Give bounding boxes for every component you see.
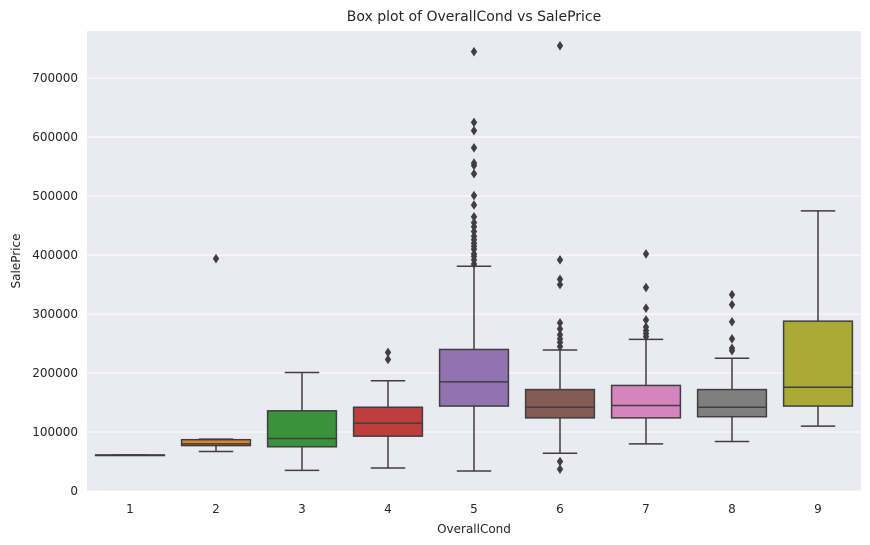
box-3 <box>266 371 338 472</box>
outlier-point <box>642 282 650 293</box>
box-iqr <box>696 388 768 418</box>
y-tick-label: 700000 <box>32 71 78 85</box>
box-1 <box>94 454 166 457</box>
outlier-point <box>728 289 736 300</box>
box-iqr <box>266 410 338 448</box>
outlier-point <box>642 315 650 325</box>
x-tick-label: 6 <box>556 502 564 516</box>
box-iqr <box>438 348 510 407</box>
x-axis-ticks: 1 2 3 4 5 6 7 8 9 <box>126 502 822 516</box>
outlier-point <box>728 343 736 354</box>
box-9 <box>782 210 854 427</box>
x-tick-label: 7 <box>642 502 650 516</box>
outlier-point <box>556 40 564 51</box>
box-iqr <box>610 384 682 419</box>
outlier-point <box>470 46 478 57</box>
chart-title: Box plot of OverallCond vs SalePrice <box>347 9 601 25</box>
outlier-point <box>384 347 392 358</box>
outlier-point <box>728 316 736 327</box>
y-tick-label: 200000 <box>32 366 78 380</box>
y-tick-label: 0 <box>70 484 78 498</box>
boxes-group <box>94 40 854 474</box>
y-axis-ticks: 0 100000 200000 300000 400000 500000 600000 700… <box>32 71 78 498</box>
y-axis-label: SalePrice <box>9 234 23 289</box>
box-iqr <box>180 438 252 447</box>
y-tick-label: 100000 <box>32 425 78 439</box>
x-tick-label: 8 <box>728 502 736 516</box>
outlier-point <box>470 168 478 179</box>
y-tick-label: 500000 <box>32 189 78 203</box>
outlier-point <box>728 299 736 310</box>
box-iqr <box>524 388 596 419</box>
x-tick-label: 3 <box>298 502 306 516</box>
outlier-point <box>470 200 478 210</box>
outlier-point <box>642 322 650 332</box>
x-tick-label: 5 <box>470 502 478 516</box>
box-6 <box>524 40 596 474</box>
y-tick-label: 400000 <box>32 248 78 262</box>
box-iqr <box>782 320 854 407</box>
box-8 <box>696 289 768 443</box>
outlier-point <box>556 274 564 285</box>
outlier-point <box>728 334 736 344</box>
outlier-point <box>470 125 478 136</box>
outlier-point <box>642 249 650 259</box>
outlier-point <box>470 190 478 201</box>
box-7 <box>610 249 682 445</box>
x-tick-label: 9 <box>814 502 822 516</box>
outlier-point <box>556 318 564 328</box>
outlier-point <box>556 464 564 474</box>
outlier-point <box>470 117 478 128</box>
box-4 <box>352 347 424 469</box>
y-tick-label: 600000 <box>32 130 78 144</box>
outlier-point <box>384 354 392 365</box>
x-axis-label: OverallCond <box>437 522 511 536</box>
outlier-point <box>556 255 564 265</box>
outlier-point <box>556 279 564 290</box>
outlier-point <box>470 217 478 228</box>
x-tick-label: 4 <box>384 502 392 516</box>
outlier-point <box>470 142 478 153</box>
y-tick-label: 300000 <box>32 307 78 321</box>
x-tick-label: 1 <box>126 502 134 516</box>
outlier-point <box>556 329 564 340</box>
outlier-point <box>556 456 564 467</box>
x-tick-label: 2 <box>212 502 220 516</box>
box-iqr <box>352 406 424 437</box>
box-2 <box>180 253 252 453</box>
outlier-point <box>556 324 564 334</box>
outlier-point <box>470 158 478 168</box>
outlier-point <box>470 211 478 222</box>
outlier-point <box>642 303 650 313</box>
box-5 <box>438 46 510 472</box>
outlier-point <box>212 253 220 264</box>
